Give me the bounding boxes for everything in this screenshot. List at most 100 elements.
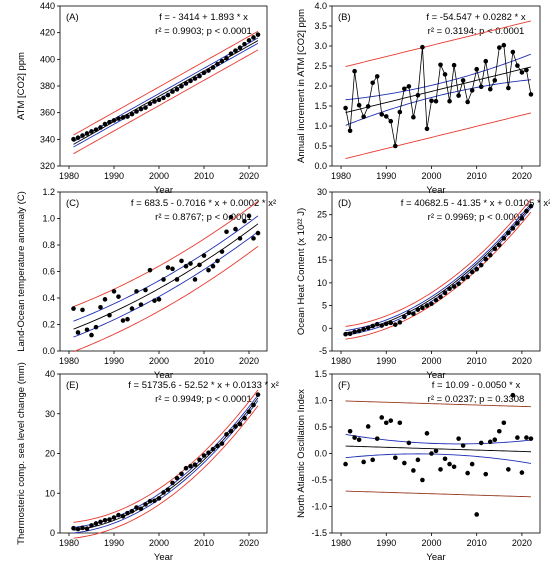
data-point xyxy=(483,471,489,477)
panel-e: 0 10 20 30 40 1980 1990 2000 2010 2020 Year Thermos… xyxy=(16,362,279,563)
regression-line xyxy=(345,445,531,453)
data-point xyxy=(165,265,171,270)
x-axis-label: Year xyxy=(426,552,445,563)
data-point xyxy=(206,450,211,456)
data-point xyxy=(356,102,362,108)
data-point xyxy=(519,216,525,221)
regression-line xyxy=(73,223,259,330)
data-point xyxy=(406,310,412,316)
data-point xyxy=(210,65,216,70)
panel-label: (B) xyxy=(338,12,351,23)
data-point xyxy=(356,328,362,334)
data-point xyxy=(420,305,425,311)
y-tick-label: 10 xyxy=(45,488,55,498)
regression-line xyxy=(345,205,532,334)
data-point xyxy=(478,84,484,90)
data-point xyxy=(383,420,389,426)
fit-statistics: r² = 0.9949; p < 0.0001 xyxy=(155,394,252,405)
data-point xyxy=(506,467,511,472)
data-point xyxy=(442,72,448,77)
x-tick-label: 2020 xyxy=(239,171,259,181)
data-point xyxy=(374,321,380,327)
data-point xyxy=(460,276,466,282)
plot-frame xyxy=(331,191,541,352)
panel-d: -5 0 5 10 15 20 25 30 1980 1990 2000 2010 2020 Year Oc… xyxy=(296,187,550,381)
y-tick-label: 1.0 xyxy=(314,121,327,131)
x-tick-label: 1980 xyxy=(331,171,351,181)
data-point xyxy=(352,329,357,335)
y-tick-label: -0.5 xyxy=(311,475,327,485)
data-point xyxy=(179,83,184,89)
data-point xyxy=(438,294,443,300)
data-point xyxy=(152,99,157,104)
y-tick-label: 320 xyxy=(40,161,55,171)
y-tick-label: 0.5 xyxy=(314,141,327,151)
fit-equation: f = - 3414 + 1.893 * x xyxy=(159,12,248,23)
x-tick-label: 1990 xyxy=(376,538,396,548)
data-point xyxy=(447,98,452,104)
x-tick-label: 2010 xyxy=(194,538,214,548)
data-point xyxy=(515,435,520,440)
prediction-band-lower xyxy=(73,245,259,353)
data-point xyxy=(424,126,430,132)
data-point xyxy=(125,510,130,516)
y-tick-label: 0.2 xyxy=(42,320,55,330)
data-point xyxy=(402,460,407,466)
x-axis-label: Year xyxy=(154,552,173,563)
data-point xyxy=(393,322,398,327)
prediction-band-lower xyxy=(345,490,531,498)
panel-label: (C) xyxy=(66,198,79,209)
data-point xyxy=(228,51,234,57)
data-point xyxy=(365,325,371,331)
data-point xyxy=(402,86,407,92)
data-point xyxy=(224,229,229,235)
y-tick-label: 360 xyxy=(40,108,55,118)
data-point xyxy=(528,92,534,97)
fit-equation: f = 40682.5 - 41.35 * x + 0.0105 * x² xyxy=(401,198,550,209)
data-point xyxy=(98,125,103,130)
data-point xyxy=(71,525,76,531)
data-point xyxy=(143,105,148,110)
data-point xyxy=(352,435,357,440)
data-point xyxy=(170,266,175,272)
data-point xyxy=(89,332,94,338)
data-point xyxy=(93,127,99,133)
data-point xyxy=(429,98,434,104)
data-point xyxy=(406,84,412,89)
data-point xyxy=(111,515,117,520)
prediction-band-upper xyxy=(73,389,259,523)
data-point xyxy=(228,214,234,220)
x-tick-label: 2020 xyxy=(512,356,532,366)
y-tick-label: 1.5 xyxy=(314,101,327,111)
x-tick-label: 1980 xyxy=(59,356,79,366)
data-point xyxy=(210,446,216,452)
data-point xyxy=(183,263,189,269)
fit-equation: f = 51735.6 - 52.52 * x + 0.0133 * x² xyxy=(128,380,279,391)
data-point xyxy=(156,97,162,103)
panel-a: 320 340 360 380 400 420 440 1980 1990 2000 2010 202… xyxy=(16,1,268,196)
data-point xyxy=(451,62,457,68)
data-point xyxy=(251,402,256,408)
data-point xyxy=(111,289,117,294)
y-axis-label: North Atlantic Oscillation Index xyxy=(296,389,307,518)
data-point xyxy=(506,85,511,91)
data-point xyxy=(147,498,153,504)
data-point xyxy=(192,76,198,81)
data-point xyxy=(134,505,139,510)
x-tick-label: 2000 xyxy=(421,356,441,366)
fit-equation: f = 10.09 - 0.0050 * x xyxy=(432,380,521,391)
x-axis-label: Year xyxy=(154,185,173,196)
data-point xyxy=(233,424,238,429)
data-point xyxy=(111,118,117,123)
y-tick-label: 340 xyxy=(40,134,55,144)
data-point xyxy=(465,470,470,476)
data-point xyxy=(138,106,144,112)
panel-b: 0.0 0.5 1.0 1.5 2.0 2.5 3.0 3.5 4.0 1980 1990 2000 2… xyxy=(296,1,541,196)
data-point xyxy=(233,226,238,232)
y-axis-label: Ocean Heat Content (x 10²² J) xyxy=(296,208,307,335)
data-point xyxy=(237,45,243,51)
data-point xyxy=(161,95,166,101)
x-tick-label: 2000 xyxy=(421,538,441,548)
data-point xyxy=(215,258,220,264)
y-tick-label: 0 xyxy=(322,323,327,333)
